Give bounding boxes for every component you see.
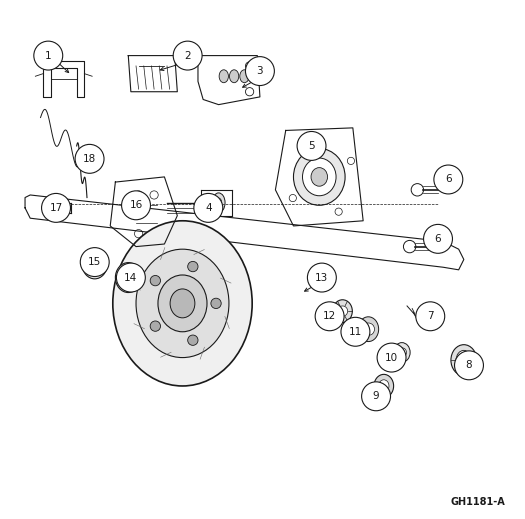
Text: 18: 18 (83, 154, 96, 164)
Circle shape (34, 41, 62, 70)
Ellipse shape (212, 193, 225, 212)
Circle shape (188, 262, 198, 272)
Circle shape (122, 191, 151, 220)
Ellipse shape (456, 350, 471, 370)
Text: 10: 10 (385, 352, 398, 363)
Circle shape (341, 317, 370, 346)
Circle shape (455, 351, 484, 380)
Circle shape (338, 306, 348, 316)
Ellipse shape (379, 380, 389, 392)
Circle shape (150, 321, 161, 331)
Text: 6: 6 (435, 234, 442, 244)
Text: 7: 7 (427, 311, 434, 321)
Ellipse shape (333, 300, 352, 322)
Circle shape (315, 302, 344, 331)
Text: 6: 6 (445, 174, 452, 184)
Circle shape (308, 263, 337, 292)
Ellipse shape (88, 256, 102, 273)
Circle shape (173, 41, 202, 70)
Circle shape (362, 323, 374, 335)
Text: GH1181-A: GH1181-A (450, 497, 505, 507)
Text: 3: 3 (257, 66, 263, 76)
Ellipse shape (170, 289, 195, 318)
Circle shape (434, 165, 463, 194)
Text: 15: 15 (88, 257, 101, 267)
Circle shape (80, 248, 109, 277)
Text: 5: 5 (308, 141, 315, 151)
Ellipse shape (82, 251, 107, 279)
Ellipse shape (302, 158, 336, 196)
Text: 17: 17 (49, 203, 62, 213)
Text: 4: 4 (205, 203, 212, 213)
Circle shape (424, 224, 453, 253)
Ellipse shape (394, 343, 410, 362)
Ellipse shape (240, 70, 249, 83)
Text: 1: 1 (45, 50, 51, 61)
Circle shape (211, 298, 221, 308)
Circle shape (75, 144, 104, 173)
Circle shape (150, 276, 161, 286)
Circle shape (246, 57, 275, 86)
Ellipse shape (311, 168, 328, 186)
Ellipse shape (121, 268, 136, 286)
Circle shape (297, 131, 326, 160)
Circle shape (117, 263, 145, 292)
Circle shape (362, 382, 391, 411)
Circle shape (397, 348, 406, 357)
Ellipse shape (158, 275, 207, 332)
Ellipse shape (451, 345, 477, 376)
Ellipse shape (374, 374, 394, 398)
Circle shape (416, 302, 445, 331)
Text: 12: 12 (323, 311, 336, 321)
Ellipse shape (229, 70, 239, 83)
Text: 16: 16 (129, 200, 143, 210)
Ellipse shape (219, 70, 228, 83)
Circle shape (41, 194, 70, 222)
Ellipse shape (216, 198, 222, 208)
Text: 9: 9 (373, 391, 380, 401)
Text: 11: 11 (349, 327, 362, 337)
Circle shape (377, 343, 406, 372)
Circle shape (188, 335, 198, 345)
Ellipse shape (358, 317, 379, 342)
Ellipse shape (293, 148, 345, 206)
Text: 8: 8 (466, 360, 472, 371)
Text: 2: 2 (184, 50, 191, 61)
Ellipse shape (116, 263, 141, 293)
Ellipse shape (136, 249, 229, 358)
Ellipse shape (113, 221, 252, 386)
Text: 14: 14 (124, 272, 138, 282)
Circle shape (194, 194, 223, 222)
Text: 13: 13 (315, 272, 329, 282)
